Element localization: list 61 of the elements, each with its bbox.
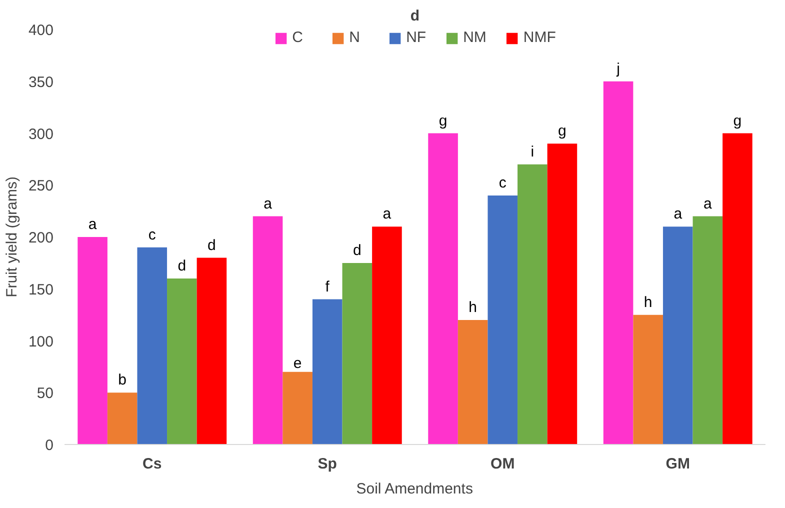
bar bbox=[633, 314, 663, 444]
y-tick-label: 100 bbox=[28, 333, 54, 350]
data-label: a bbox=[264, 195, 273, 212]
y-axis-title: Fruit yield (grams) bbox=[3, 176, 20, 298]
y-tick-label: 250 bbox=[28, 178, 54, 195]
legend-label: NM bbox=[463, 29, 486, 46]
bar bbox=[372, 226, 402, 444]
data-label: d bbox=[208, 236, 216, 254]
bar bbox=[137, 247, 168, 444]
legend-label: NMF bbox=[523, 29, 556, 46]
data-label: h bbox=[468, 299, 478, 316]
data-label: a bbox=[88, 216, 98, 233]
data-label: c bbox=[148, 226, 156, 244]
bar bbox=[662, 226, 693, 444]
bar bbox=[518, 164, 548, 444]
x-tick-label: Cs bbox=[142, 456, 162, 472]
data-label: c bbox=[498, 174, 507, 192]
legend-label: NF bbox=[406, 29, 426, 46]
y-tick-label: 350 bbox=[28, 74, 54, 91]
data-label: g bbox=[438, 112, 448, 130]
data-label: a bbox=[703, 195, 712, 212]
data-label: e bbox=[293, 354, 302, 372]
bar bbox=[692, 216, 723, 444]
data-label: d bbox=[178, 258, 186, 274]
y-tick-label: 300 bbox=[28, 126, 54, 143]
data-label: i bbox=[530, 143, 534, 160]
x-tick-label: Sp bbox=[318, 456, 337, 472]
data-label: g bbox=[733, 112, 742, 130]
bar bbox=[603, 81, 634, 444]
legend-label: C bbox=[292, 29, 304, 46]
y-tick-label: 150 bbox=[28, 281, 54, 298]
bar bbox=[252, 216, 283, 444]
data-label: b bbox=[118, 372, 127, 389]
y-tick-label: 50 bbox=[36, 385, 54, 402]
bar bbox=[547, 144, 578, 444]
bar bbox=[312, 299, 342, 444]
bar bbox=[488, 196, 518, 444]
legend-label: N bbox=[349, 29, 361, 46]
bar bbox=[342, 262, 372, 444]
data-label: h bbox=[644, 294, 652, 311]
bar bbox=[167, 278, 197, 444]
data-label: j bbox=[616, 60, 620, 78]
bar bbox=[196, 258, 227, 444]
bar bbox=[722, 133, 752, 444]
chart-title: d bbox=[410, 8, 420, 24]
bar bbox=[458, 320, 488, 444]
x-axis-title: Soil Amendments bbox=[356, 480, 473, 498]
y-tick-label: 0 bbox=[45, 437, 54, 454]
data-label: d bbox=[352, 242, 362, 259]
x-tick-label: GM bbox=[666, 456, 690, 472]
data-label: g bbox=[558, 122, 566, 140]
bar bbox=[282, 372, 312, 444]
bar bbox=[428, 133, 458, 444]
data-label: f bbox=[325, 278, 330, 296]
y-tick-label: 200 bbox=[28, 230, 54, 246]
x-tick-label: OM bbox=[490, 456, 515, 472]
data-label: a bbox=[382, 206, 392, 223]
y-tick-label: 400 bbox=[28, 22, 54, 39]
bar bbox=[107, 392, 138, 444]
bar bbox=[78, 237, 108, 444]
data-label: a bbox=[674, 206, 683, 223]
